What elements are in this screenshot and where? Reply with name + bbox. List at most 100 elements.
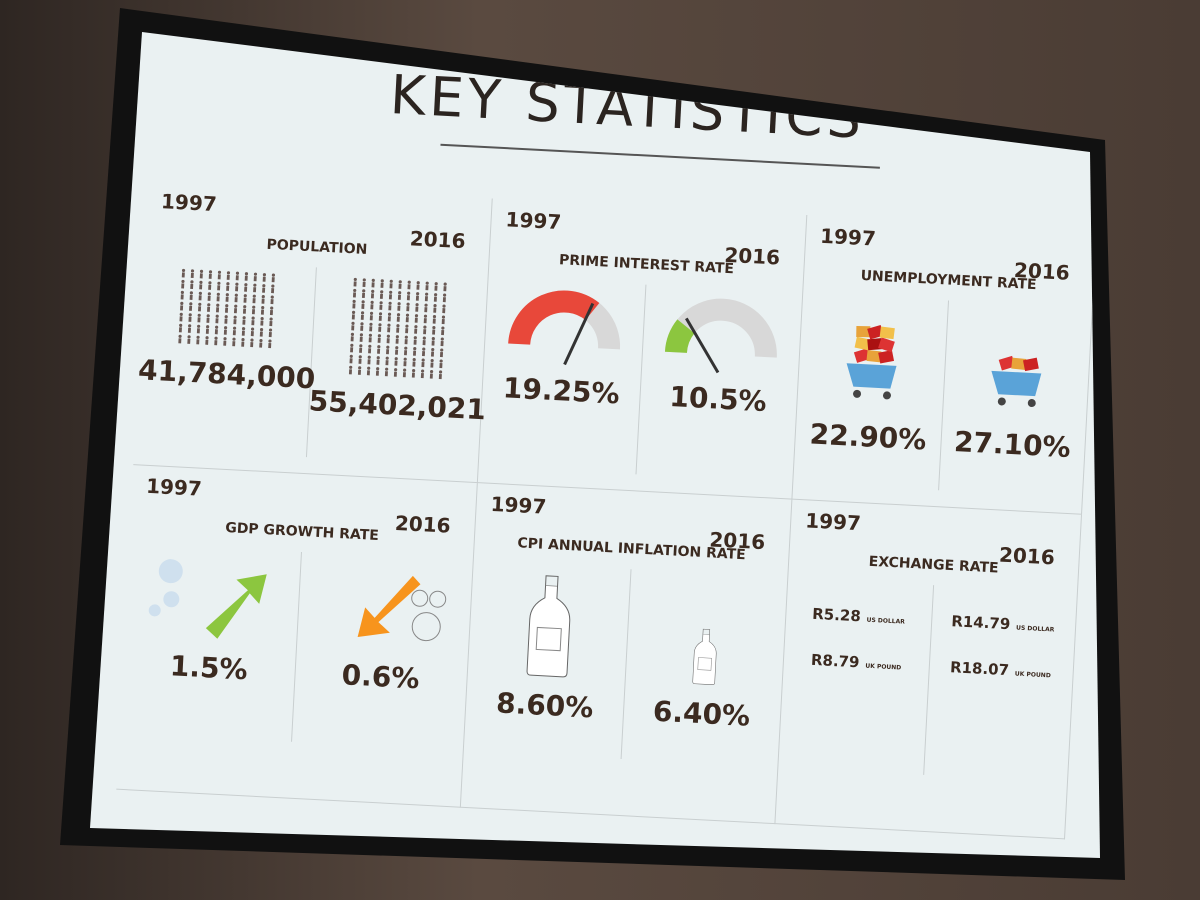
icon-shape <box>350 325 354 331</box>
icon-shape <box>348 369 352 375</box>
icon-shape <box>422 340 426 346</box>
icon-shape <box>432 315 436 319</box>
icon-shape <box>696 657 712 671</box>
icon-shape <box>375 359 380 365</box>
icon-shape <box>189 294 193 300</box>
icon-shape <box>439 359 443 363</box>
stat-value: 22.90% <box>808 417 928 457</box>
stat-panel: 1997 2016 PRIME INTEREST RATE 19.25% 10.5% <box>477 198 808 500</box>
icon-shape <box>232 330 236 336</box>
stat-value: 10.5% <box>668 380 768 419</box>
panel-icon <box>468 567 631 685</box>
icon-shape <box>148 604 161 617</box>
icon-shape <box>358 347 362 353</box>
icon-shape <box>251 309 255 315</box>
icon-shape <box>430 358 434 363</box>
icon-shape <box>526 575 570 678</box>
icon-shape <box>412 350 416 356</box>
icon-shape <box>414 306 418 312</box>
icon-shape <box>853 389 862 398</box>
icon-shape <box>366 370 370 376</box>
stat-value: 19.25% <box>502 371 621 411</box>
icon-shape <box>397 294 401 300</box>
icon-shape <box>379 293 383 299</box>
icon-shape <box>349 358 353 364</box>
icon-shape <box>232 326 236 330</box>
icon-shape <box>362 278 366 282</box>
icon-shape <box>379 290 383 294</box>
icon-shape <box>181 272 185 278</box>
icon-shape <box>1022 357 1039 372</box>
icon-shape <box>413 328 417 334</box>
slide-title: KEY STATISTICS <box>388 63 867 151</box>
panel-half: 6.40% <box>621 569 788 767</box>
icon-shape <box>420 372 424 379</box>
icon-shape <box>206 303 210 307</box>
icon-shape <box>216 281 221 285</box>
icon-shape <box>222 337 227 341</box>
stat-value: 6.40% <box>652 694 751 733</box>
icon-shape <box>353 277 357 282</box>
icon-shape <box>243 297 247 303</box>
icon-shape <box>371 278 375 282</box>
icon-shape <box>856 325 871 338</box>
icon-shape <box>235 271 239 275</box>
icon-shape <box>252 283 256 287</box>
icon-shape <box>414 314 418 318</box>
icon-shape <box>357 369 361 375</box>
icon-shape <box>998 355 1016 371</box>
icon-shape <box>268 320 272 327</box>
exchange-amount: R14.79 <box>950 612 1011 634</box>
icon-shape <box>259 331 263 337</box>
icon-shape <box>252 298 256 304</box>
icon-shape <box>376 345 380 349</box>
icon-shape <box>429 369 433 374</box>
icon-shape <box>270 288 274 294</box>
icon-shape <box>180 279 185 284</box>
icon-shape <box>259 327 263 332</box>
icon-shape <box>394 357 398 361</box>
icon-shape <box>405 302 410 306</box>
icon-shape <box>351 303 355 309</box>
icon-shape <box>407 280 411 284</box>
year-start: 1997 <box>160 189 218 217</box>
panel-half: 19.25% <box>478 276 647 475</box>
icon-shape <box>370 289 374 293</box>
icon-shape <box>441 304 446 308</box>
panel-half: R14.79 US DOLLAR R18.07 UK POUND <box>923 585 1077 782</box>
icon-shape <box>241 319 245 325</box>
icon-shape <box>375 367 379 371</box>
icon-shape <box>691 628 716 685</box>
panel-half: R5.28 US DOLLAR R8.79 UK POUND <box>778 577 934 775</box>
icon-shape <box>439 348 443 352</box>
icon-shape <box>413 339 417 345</box>
icon-shape <box>429 362 433 368</box>
icon-shape <box>186 335 191 339</box>
icon-shape <box>361 300 365 304</box>
icon-shape <box>442 286 446 292</box>
icon-shape <box>430 347 434 352</box>
icon-shape <box>206 314 210 318</box>
stat-value: 8.60% <box>495 686 595 725</box>
icon-shape <box>177 334 182 338</box>
icon-shape <box>196 328 200 334</box>
icon-shape <box>158 559 183 584</box>
icon-shape <box>389 279 393 283</box>
icon-shape <box>214 329 218 335</box>
icon-shape <box>991 370 1042 397</box>
icon-shape <box>366 366 370 370</box>
icon-shape <box>205 574 267 639</box>
icon-shape <box>269 317 273 321</box>
icon-shape <box>215 314 219 318</box>
icon-shape <box>352 299 356 303</box>
icon-shape <box>406 284 411 290</box>
icon-shape <box>526 585 570 678</box>
icon-shape <box>250 327 254 331</box>
icon-shape <box>1027 399 1036 408</box>
icon-shape <box>396 305 400 311</box>
icon-shape <box>411 361 415 367</box>
icon-shape <box>242 308 246 314</box>
icon-shape <box>250 331 254 337</box>
icon-shape <box>190 272 194 278</box>
